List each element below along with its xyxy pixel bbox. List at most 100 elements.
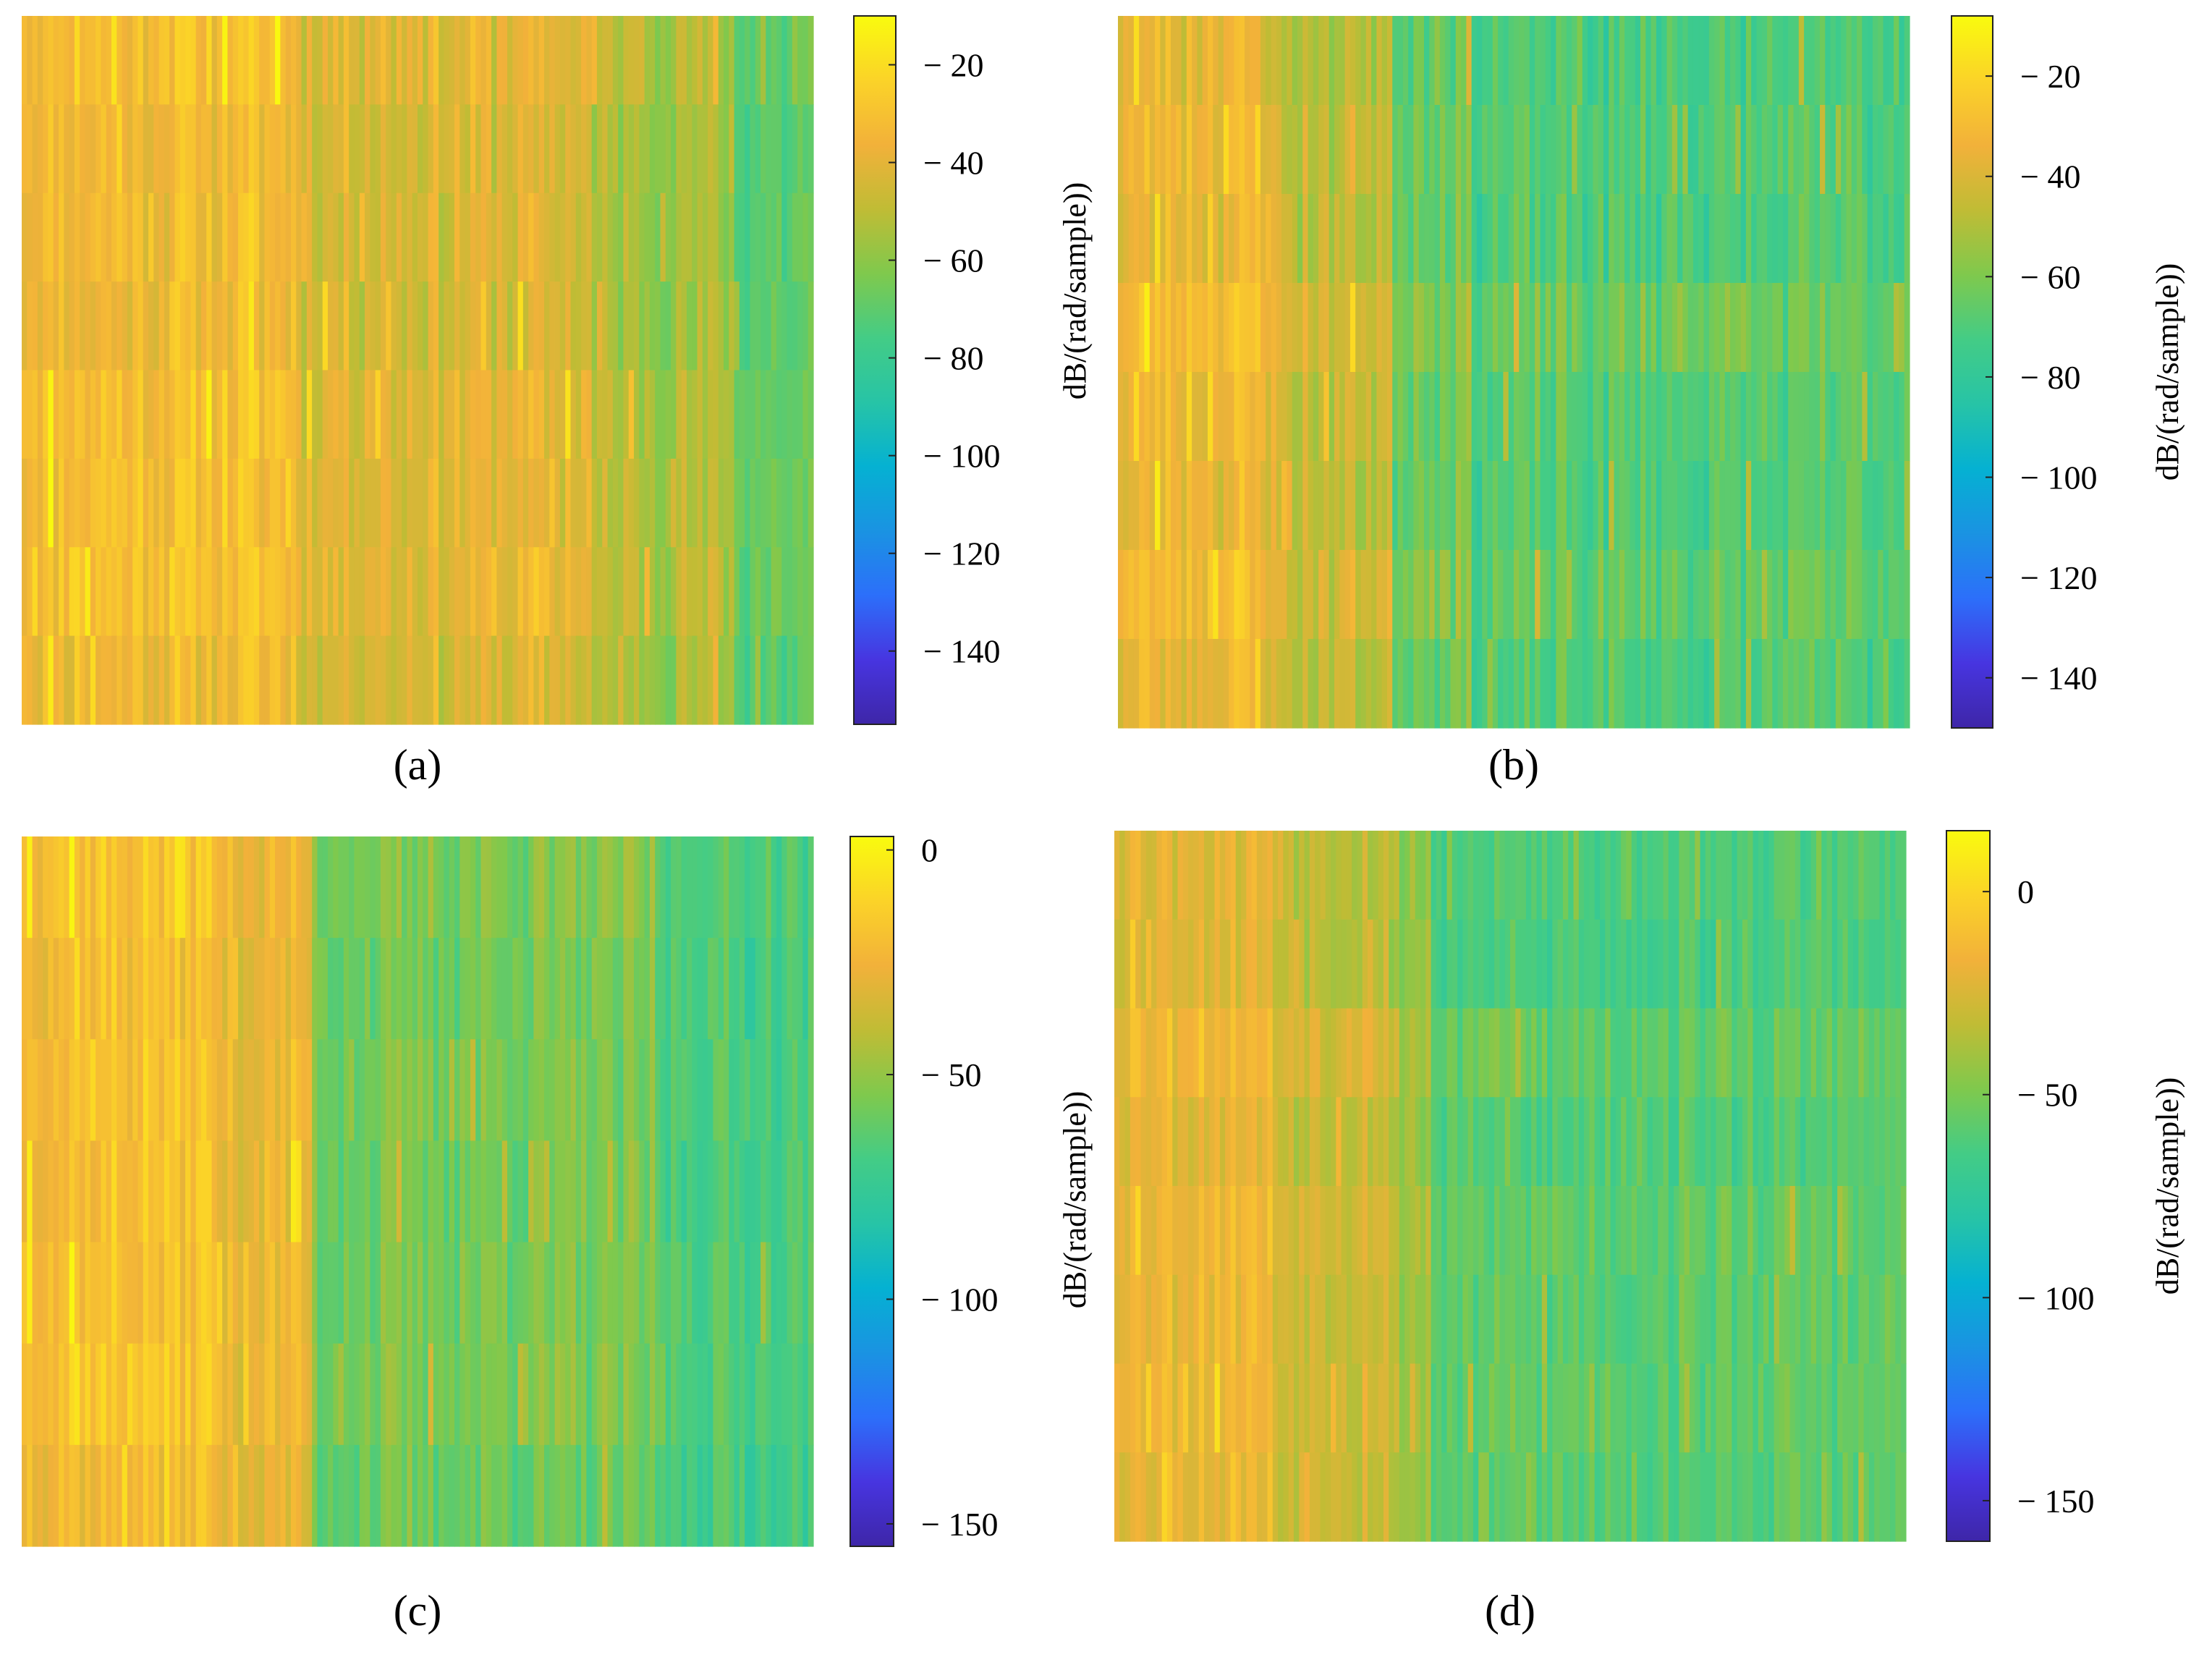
heatmap-cell: [639, 1444, 645, 1547]
heatmap-cell: [797, 938, 804, 1040]
heatmap-cell: [724, 1444, 729, 1547]
heatmap-cell: [1408, 461, 1415, 551]
heatmap-cell: [1170, 550, 1177, 640]
heatmap-cell: [1334, 105, 1340, 195]
heatmap-cell: [486, 104, 492, 194]
heatmap-cell: [1846, 283, 1852, 373]
heatmap-cell: [544, 281, 550, 371]
heatmap-cell: [480, 1039, 487, 1142]
heatmap-cell: [1874, 1186, 1881, 1276]
heatmap-cell: [1410, 1274, 1416, 1365]
heatmap-cell: [1139, 461, 1145, 551]
heatmap-cell: [739, 104, 745, 194]
heatmap-cell: [1810, 1363, 1817, 1453]
heatmap-cell: [1466, 105, 1472, 195]
heatmap-cell: [1751, 194, 1758, 284]
heatmap-cell: [1615, 1274, 1622, 1365]
heatmap-cell: [1758, 1008, 1764, 1098]
heatmap-cell: [1868, 1008, 1875, 1098]
heatmap-cell: [745, 1039, 751, 1142]
heatmap-cell: [459, 1039, 466, 1142]
heatmap-cell: [1816, 831, 1822, 920]
heatmap-cell: [1487, 461, 1493, 551]
heatmap-cell: [1439, 461, 1446, 551]
heatmap-cell: [1642, 919, 1648, 1009]
heatmap-cell: [1868, 1097, 1875, 1187]
heatmap-cell: [1188, 831, 1194, 920]
heatmap-cell: [306, 1039, 313, 1142]
heatmap-cell: [1392, 461, 1399, 551]
heatmap-cell: [1698, 550, 1705, 640]
heatmap-cell: [792, 1343, 798, 1446]
heatmap-cell: [317, 458, 323, 548]
heatmap-cell: [1671, 105, 1678, 195]
heatmap-cell: [739, 635, 745, 725]
heatmap-cell: [1344, 283, 1351, 373]
heatmap-cell: [127, 547, 133, 637]
heatmap-cell: [1192, 194, 1198, 284]
heatmap-cell: [428, 370, 434, 459]
heatmap-cell: [1371, 372, 1377, 462]
heatmap-cell: [148, 547, 154, 637]
heatmap-cell: [433, 1444, 439, 1547]
heatmap-cell: [216, 104, 223, 194]
heatmap-cell: [1904, 550, 1910, 640]
heatmap-cell: [1331, 1363, 1336, 1453]
heatmap-cell: [1450, 372, 1457, 462]
heatmap-cell: [1202, 105, 1208, 195]
heatmap-cell: [1692, 550, 1699, 640]
heatmap-cell: [1814, 461, 1821, 551]
heatmap-cell: [755, 635, 761, 725]
heatmap-cell: [522, 1343, 529, 1446]
heatmap-cell: [1566, 105, 1572, 195]
heatmap-cell: [43, 1140, 49, 1243]
heatmap-cell: [538, 16, 545, 105]
heatmap-cell: [771, 370, 777, 459]
heatmap-cell: [781, 281, 788, 371]
heatmap-cell: [1357, 1452, 1363, 1542]
heatmap-cell: [1814, 372, 1821, 462]
heatmap-cell: [745, 1242, 751, 1344]
heatmap-cell: [1674, 1186, 1679, 1276]
heatmap-cell: [285, 1140, 292, 1243]
heatmap-cell: [1698, 194, 1705, 284]
heatmap-cell: [1402, 372, 1409, 462]
heatmap-cell: [1609, 372, 1615, 462]
heatmap-cell: [343, 458, 349, 548]
heatmap-cell: [1192, 639, 1198, 729]
heatmap-cell: [1779, 1363, 1785, 1453]
heatmap-cell: [232, 1343, 239, 1446]
heatmap-cell: [1514, 105, 1520, 195]
heatmap-cell: [216, 16, 223, 105]
heatmap-cell: [1853, 1363, 1859, 1453]
heatmap-cell: [554, 192, 561, 282]
heatmap-cell: [449, 104, 455, 194]
heatmap-cell: [1234, 372, 1240, 462]
heatmap-cell: [402, 1444, 408, 1547]
heatmap-cell: [1588, 372, 1593, 462]
heatmap-cell: [1404, 831, 1411, 920]
heatmap-cell: [1857, 550, 1863, 640]
heatmap-cell: [1867, 372, 1873, 462]
heatmap-cell: [359, 1343, 365, 1446]
heatmap-cell: [1774, 831, 1780, 920]
heatmap-cell: [1630, 16, 1636, 106]
heatmap-cell: [200, 458, 207, 548]
heatmap-cell: [618, 1444, 624, 1547]
heatmap-cell: [776, 938, 782, 1040]
heatmap-cell: [158, 192, 165, 282]
heatmap-cell: [1352, 1452, 1358, 1542]
heatmap-cell: [1410, 1186, 1416, 1276]
heatmap-cell: [322, 192, 329, 282]
heatmap-cell: [1186, 372, 1192, 462]
heatmap-cell: [607, 1039, 614, 1142]
heatmap-cell: [290, 458, 297, 548]
heatmap-cell: [1488, 1452, 1495, 1542]
heatmap-cell: [575, 104, 582, 194]
heatmap-cell: [1835, 105, 1842, 195]
heatmap-cell: [190, 1343, 197, 1446]
heatmap-cell: [1610, 1452, 1616, 1542]
heatmap-cell: [1510, 1452, 1516, 1542]
heatmap-cell: [1531, 1097, 1538, 1187]
heatmap-cell: [333, 836, 339, 939]
